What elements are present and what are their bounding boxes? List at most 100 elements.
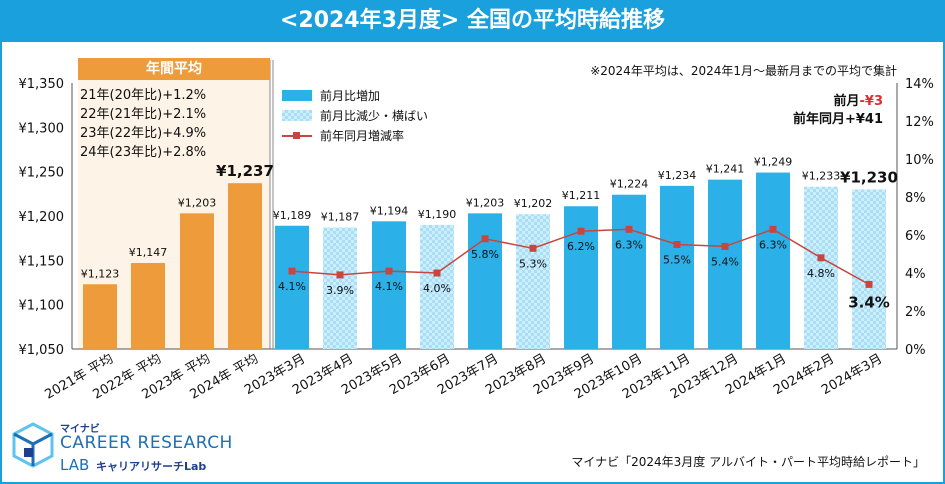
legend-item-decrease: 前月比減少・横ばい: [282, 106, 428, 124]
y-tick-label: ¥1,050: [19, 343, 65, 358]
bar-value-label: ¥1,203: [466, 196, 505, 209]
yoy-point: [769, 225, 777, 233]
bar-value-label: ¥1,230: [840, 168, 898, 186]
mom-label: 前月: [833, 94, 860, 109]
y2-tick-label: 6%: [905, 229, 926, 244]
yoy-point: [385, 267, 393, 275]
bar: [852, 189, 886, 349]
yoy-rate-label: 4.0%: [423, 282, 451, 295]
legend-item-increase: 前月比増加: [282, 86, 428, 104]
bar-value-label: ¥1,202: [514, 197, 553, 210]
legend-item-line: 前年同月増減率: [282, 126, 428, 144]
legend-label-decrease: 前月比減少・横ばい: [320, 108, 429, 123]
yoy-point: [288, 267, 296, 275]
bar-value-label: ¥1,203: [178, 196, 217, 209]
aggregation-note: ※2024年平均は、2024年1月～最新月までの平均で集計: [590, 64, 897, 78]
yoy-rate-label: 5.3%: [519, 257, 547, 270]
y-tick-label: ¥1,300: [19, 121, 65, 136]
bar-value-label: ¥1,147: [129, 246, 168, 259]
yoy-point: [625, 225, 633, 233]
yoy-rate-label: 6.3%: [759, 238, 787, 251]
bar: [83, 284, 117, 349]
legend-label-line: 前年同月増減率: [320, 128, 405, 143]
y2-tick-label: 10%: [905, 153, 934, 168]
bar-value-label: ¥1,187: [321, 211, 360, 224]
logo-brand: マイナビ: [60, 424, 100, 435]
yoy-rate-label: 4.8%: [807, 267, 835, 280]
yoy-rate-label: 4.1%: [278, 280, 306, 293]
y2-tick-label: 0%: [905, 343, 926, 358]
y-tick-label: ¥1,150: [19, 254, 65, 269]
bar: [516, 214, 550, 349]
yoy-rate-label: 5.4%: [711, 255, 739, 268]
chart-title: <2024年3月度> 全国の平均時給推移: [0, 0, 945, 42]
bar: [323, 227, 357, 349]
y2-tick-label: 2%: [905, 305, 926, 320]
bar-value-label: ¥1,249: [754, 156, 793, 169]
y-tick-label: ¥1,350: [19, 77, 65, 92]
bar: [660, 185, 694, 349]
bar-value-label: ¥1,241: [706, 163, 745, 176]
yoy-rate-label: 4.1%: [375, 280, 403, 293]
month-over-month: 前月-¥3: [833, 90, 883, 109]
annual-note: 22年(21年比)+2.1%: [80, 107, 207, 122]
yoy-rate-label: 3.9%: [326, 284, 354, 297]
yoy-point: [721, 242, 729, 250]
mom-value: -¥3: [859, 94, 884, 109]
y2-tick-label: 14%: [905, 77, 934, 92]
annual-note: 21年(20年比)+1.2%: [80, 88, 207, 103]
yoy-point: [817, 254, 825, 262]
yoy-rate-label: 6.2%: [567, 240, 595, 253]
yoy-point: [481, 235, 489, 243]
legend-label-increase: 前月比増加: [320, 88, 381, 103]
year-over-year: 前年同月+¥41: [792, 112, 883, 127]
bar-value-label: ¥1,189: [273, 209, 312, 222]
bar: [708, 179, 742, 349]
yoy-point: [433, 269, 441, 277]
yoy-rate-label: 3.4%: [848, 293, 890, 311]
y2-tick-label: 4%: [905, 267, 926, 282]
bar: [756, 172, 790, 349]
annual-note: 23年(22年比)+4.9%: [80, 126, 207, 141]
logo-lab: LAB: [60, 456, 90, 474]
bar: [804, 186, 838, 349]
bar-value-label: ¥1,194: [370, 204, 409, 217]
yoy-point: [865, 280, 873, 288]
legend: 前月比増加 前月比減少・横ばい 前年同月増減率: [282, 86, 428, 146]
legend-swatch-increase: [282, 89, 312, 101]
logo-name: CAREER RESEARCH: [60, 433, 233, 453]
y-tick-label: ¥1,100: [19, 299, 65, 314]
yoy-point: [577, 227, 585, 235]
bar: [372, 221, 406, 349]
source-note: マイナビ「2024年3月度 アルバイト・パート平均時給レポート」: [571, 455, 925, 469]
yoy-rate-label: 5.8%: [471, 248, 499, 261]
bar: [228, 183, 262, 349]
annual-note: 24年(23年比)+2.8%: [80, 145, 207, 160]
annual-notes: 21年(20年比)+1.2% 22年(21年比)+2.1% 23年(22年比)+…: [80, 86, 206, 162]
logo-kana: キャリアリサーチLab: [96, 460, 207, 473]
bar: [612, 194, 646, 349]
bar-value-label: ¥1,233: [802, 170, 841, 183]
bar-value-label: ¥1,123: [81, 267, 120, 280]
yoy-point: [336, 271, 344, 279]
cube-logo-icon: [12, 422, 54, 468]
bar-value-label: ¥1,237: [216, 162, 274, 180]
bar: [275, 225, 309, 349]
y2-tick-label: 8%: [905, 191, 926, 206]
y-tick-label: ¥1,250: [19, 166, 65, 181]
annual-average-label: 年間平均: [78, 58, 270, 80]
bar: [131, 262, 165, 349]
bar: [564, 206, 598, 349]
legend-swatch-line: [282, 130, 312, 141]
yoy-point: [673, 241, 681, 248]
bar-value-label: ¥1,224: [610, 178, 649, 191]
yoy-point: [529, 244, 537, 252]
bar: [468, 213, 502, 349]
yoy-rate-label: 6.3%: [615, 238, 643, 251]
bar-value-label: ¥1,234: [658, 169, 697, 182]
bar-value-label: ¥1,211: [562, 189, 601, 202]
y-tick-label: ¥1,200: [19, 210, 65, 225]
bar-value-label: ¥1,190: [418, 208, 457, 221]
bar: [420, 224, 454, 349]
